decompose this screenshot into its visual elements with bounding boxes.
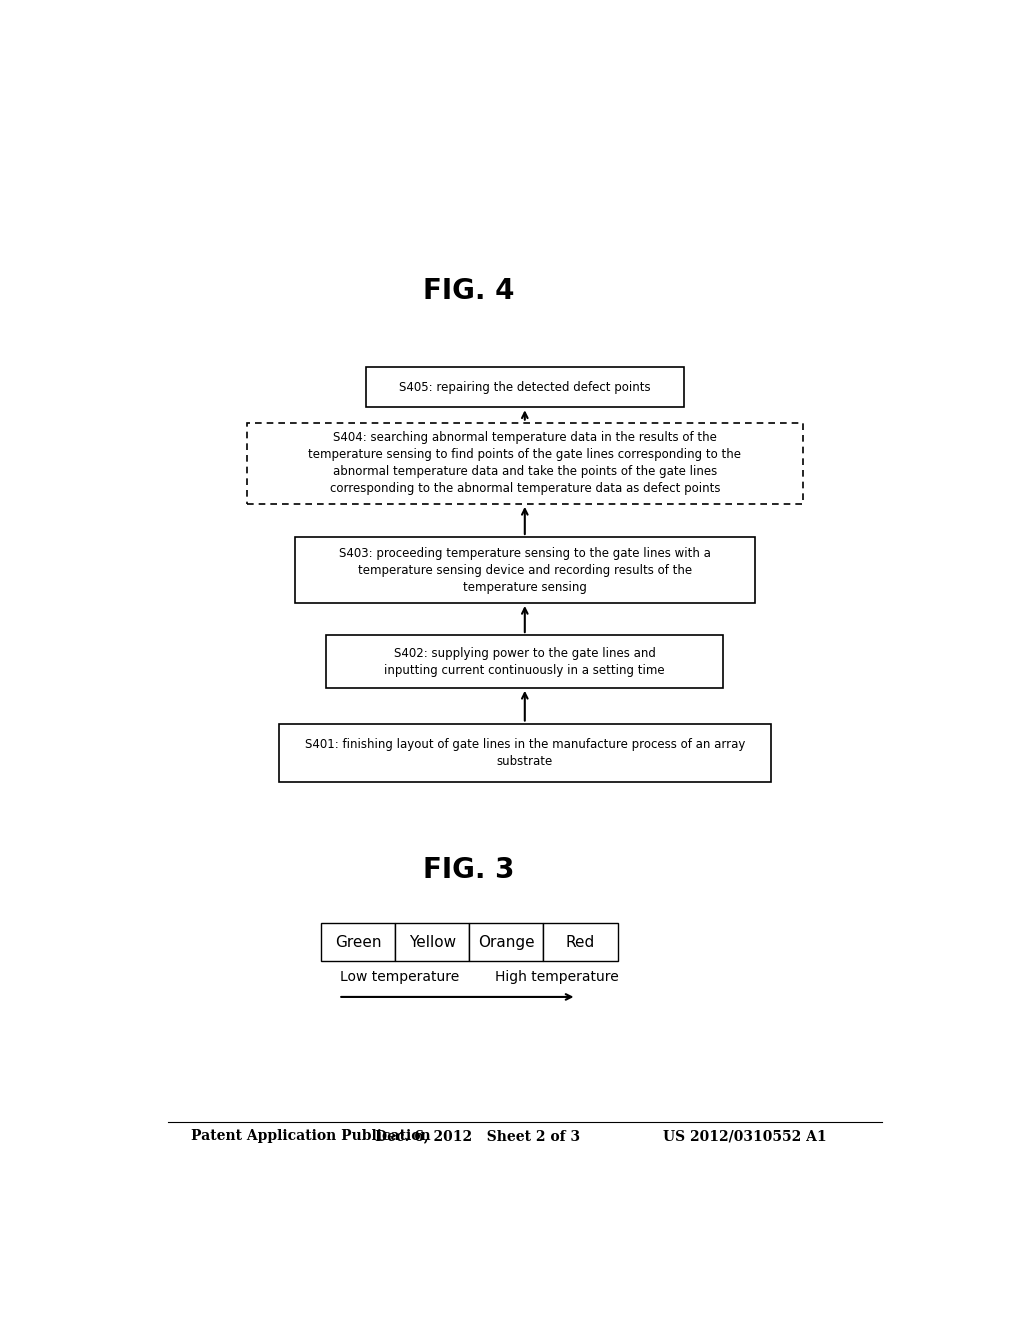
Text: Dec. 6, 2012   Sheet 2 of 3: Dec. 6, 2012 Sheet 2 of 3 (375, 1129, 580, 1143)
Text: Red: Red (566, 935, 595, 949)
Text: FIG. 4: FIG. 4 (424, 276, 515, 305)
FancyBboxPatch shape (469, 923, 544, 961)
Text: Patent Application Publication: Patent Application Publication (191, 1129, 431, 1143)
FancyBboxPatch shape (327, 635, 723, 688)
FancyBboxPatch shape (295, 537, 755, 603)
FancyBboxPatch shape (279, 723, 771, 783)
Text: Orange: Orange (478, 935, 535, 949)
Text: FIG. 3: FIG. 3 (424, 855, 515, 884)
Text: S402: supplying power to the gate lines and
inputting current continuously in a : S402: supplying power to the gate lines … (384, 647, 666, 677)
Text: Yellow: Yellow (409, 935, 456, 949)
Text: US 2012/0310552 A1: US 2012/0310552 A1 (663, 1129, 826, 1143)
Text: Low temperature: Low temperature (340, 970, 459, 983)
Text: S401: finishing layout of gate lines in the manufacture process of an array
subs: S401: finishing layout of gate lines in … (304, 738, 745, 768)
FancyBboxPatch shape (247, 422, 803, 504)
FancyBboxPatch shape (321, 923, 395, 961)
Text: S404: searching abnormal temperature data in the results of the
temperature sens: S404: searching abnormal temperature dat… (308, 432, 741, 495)
Text: High temperature: High temperature (495, 970, 618, 983)
Text: Green: Green (335, 935, 381, 949)
FancyBboxPatch shape (367, 367, 684, 408)
FancyBboxPatch shape (544, 923, 617, 961)
Text: S405: repairing the detected defect points: S405: repairing the detected defect poin… (399, 380, 650, 393)
Text: S403: proceeding temperature sensing to the gate lines with a
temperature sensin: S403: proceeding temperature sensing to … (339, 546, 711, 594)
FancyBboxPatch shape (395, 923, 469, 961)
